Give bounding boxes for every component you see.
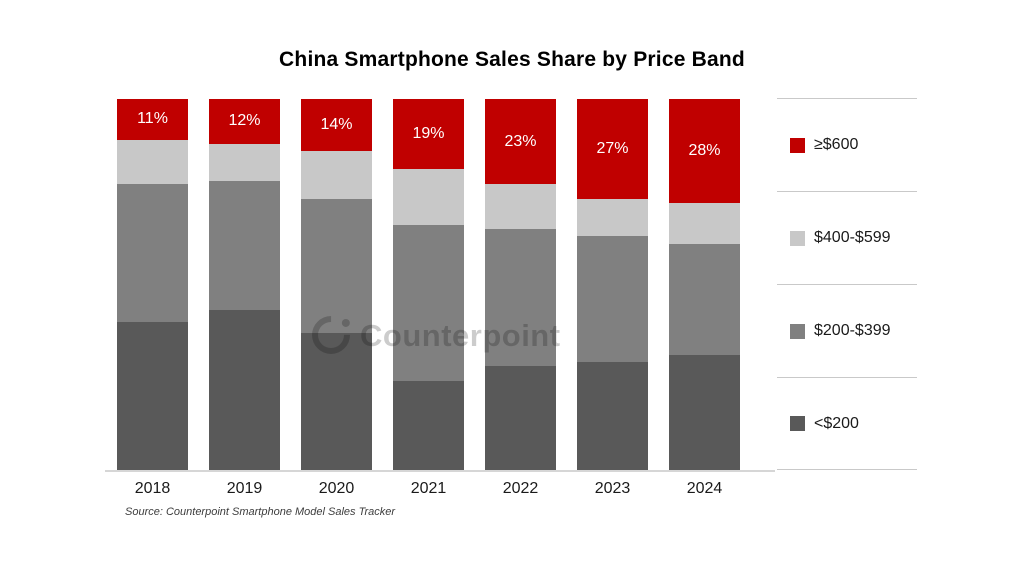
bar-segment (485, 366, 556, 470)
bar-2021: 19% (393, 99, 464, 470)
bar-segment (209, 310, 280, 470)
bar-segment (301, 150, 372, 200)
bar-segment (485, 184, 556, 229)
bar-segment: 12% (209, 99, 280, 144)
bar-2020: 14% (301, 99, 372, 470)
bar-segment (117, 321, 188, 470)
x-tick-label: 2020 (318, 480, 355, 497)
x-tick-label: 2019 (226, 480, 263, 497)
legend: ≥$600 $400-$599 $200-$399 <$200 (777, 98, 917, 470)
legend-swatch-400-599 (790, 230, 805, 246)
x-tick-label: 2021 (410, 480, 447, 497)
bar-segment: 11% (117, 99, 188, 140)
source-note: Source: Counterpoint Smartphone Model Sa… (125, 506, 396, 518)
bar-segment (577, 199, 648, 237)
legend-item-under-200: <$200 (777, 377, 917, 470)
bar-segment (209, 180, 280, 311)
legend-swatch-200-399 (790, 323, 805, 339)
bar-segment: 14% (301, 99, 372, 151)
bar-2018: 11% (117, 99, 188, 470)
bar-segment (117, 184, 188, 322)
bar-segment (577, 362, 648, 470)
x-tick-label: 2022 (502, 480, 539, 497)
bar-segment (577, 236, 648, 363)
bars: 11% 12% 14% 19% 23% 27% 28% (105, 99, 775, 470)
legend-label: ≥$600 (814, 136, 859, 153)
bar-segment (301, 199, 372, 333)
bar-segment (669, 202, 740, 244)
bar-segment: 28% (669, 99, 740, 203)
bar-2024: 28% (669, 99, 740, 470)
bar-segment (209, 143, 280, 181)
bar-segment: 27% (577, 99, 648, 200)
bar-segment: 19% (393, 99, 464, 170)
legend-item-400-599: $400-$599 (777, 191, 917, 284)
bar-segment (393, 225, 464, 381)
chart-title: China Smartphone Sales Share by Price Ba… (279, 48, 745, 71)
bar-segment (117, 139, 188, 185)
x-tick-label: 2018 (134, 480, 171, 497)
legend-label: $200-$399 (814, 322, 891, 339)
bar-segment (393, 169, 464, 226)
bar-segment (669, 354, 740, 470)
x-axis-labels: 2018 2019 2020 2021 2022 2023 2024 (105, 480, 775, 498)
legend-swatch-under-200 (790, 416, 805, 431)
legend-label: <$200 (814, 414, 859, 432)
bar-segment (301, 332, 372, 470)
bar-2023: 27% (577, 99, 648, 470)
x-tick-label: 2024 (686, 480, 723, 497)
x-axis-line (105, 470, 775, 472)
bar-2019: 12% (209, 99, 280, 470)
bar-segment (669, 243, 740, 355)
bar-segment: 23% (485, 99, 556, 185)
legend-item-over-600: ≥$600 (777, 98, 917, 191)
legend-label: $400-$599 (814, 229, 891, 246)
plot-area: 11% 12% 14% 19% 23% 27% 28% 2018 2019 2020 2021 20… (105, 99, 775, 497)
bar-2022: 23% (485, 99, 556, 470)
legend-swatch-over-600 (790, 137, 805, 153)
x-tick-label: 2023 (594, 480, 631, 497)
bar-segment (393, 380, 464, 470)
legend-item-200-399: $200-$399 (777, 284, 917, 377)
bar-segment (485, 228, 556, 367)
